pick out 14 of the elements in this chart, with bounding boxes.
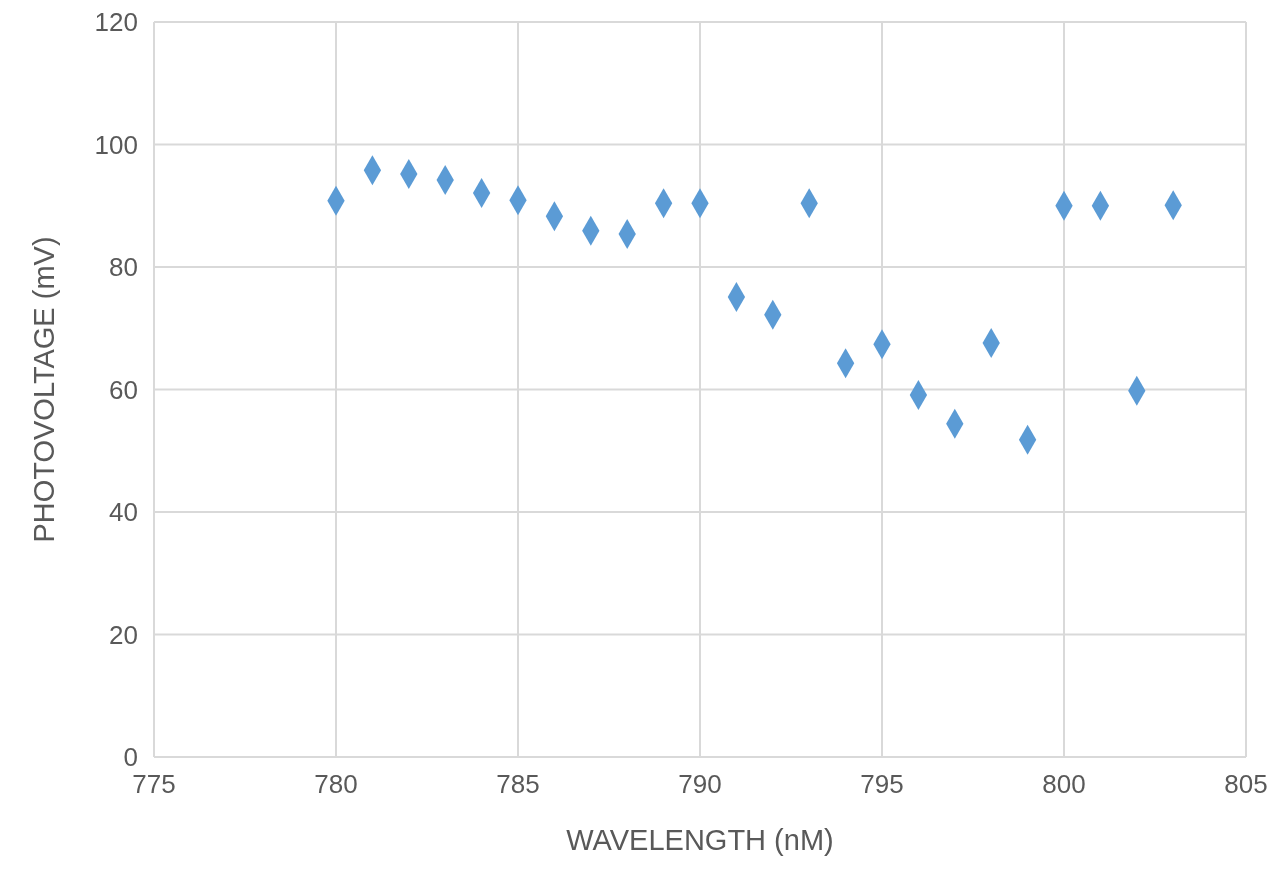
x-tick-label: 795 (860, 769, 904, 800)
x-tick-label: 805 (1224, 769, 1268, 800)
x-tick-label: 790 (678, 769, 722, 800)
y-tick-label: 80 (109, 252, 138, 283)
y-tick-label: 20 (109, 619, 138, 650)
y-tick-label: 60 (109, 374, 138, 405)
x-tick-label: 780 (314, 769, 358, 800)
y-axis-title: PHOTOVOLTAGE (mV) (28, 236, 61, 543)
y-tick-label: 120 (94, 7, 138, 38)
x-axis-title: WAVELENGTH (nM) (566, 824, 834, 856)
y-tick-label: 40 (109, 497, 138, 528)
y-tick-label: 100 (94, 129, 138, 160)
x-tick-label: 800 (1042, 769, 1086, 800)
x-tick-label: 785 (496, 769, 540, 800)
